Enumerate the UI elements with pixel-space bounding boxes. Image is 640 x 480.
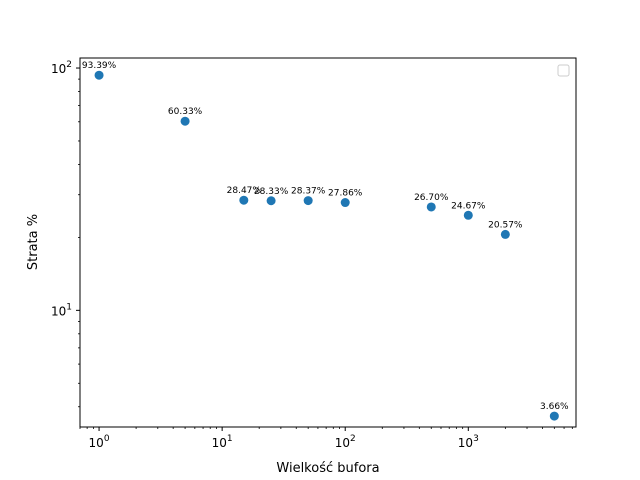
data-point: [94, 70, 104, 80]
data-point: [463, 210, 473, 220]
data-label: 27.86%: [328, 189, 363, 199]
y-tick-label: 102: [51, 60, 72, 76]
points-layer: [94, 70, 559, 421]
y-tick-label: 101: [51, 302, 72, 318]
y-axis-label: Strata %: [26, 214, 41, 270]
data-label: 20.57%: [488, 220, 523, 230]
labels-layer: 93.39% 60.33% 28.47%28.33% 28.37% 27.86% 26.7…: [82, 61, 569, 412]
data-point: [500, 229, 510, 239]
data-label: 28.37%: [291, 187, 326, 197]
data-label: 3.66%: [540, 402, 569, 412]
x-tick-label: 102: [335, 434, 356, 450]
data-label: 26.70%: [414, 193, 449, 203]
data-point: [549, 411, 559, 421]
data-point: [426, 202, 436, 212]
data-label: 93.39%: [82, 61, 117, 71]
ticks-layer: 100 101 102 103 101 102: [51, 60, 573, 450]
data-point: [303, 196, 313, 206]
legend-box: [557, 64, 570, 77]
data-point: [239, 195, 249, 205]
data-label: 60.33%: [168, 107, 203, 117]
data-label: 28.47%: [227, 186, 262, 196]
data-label: 28.33%: [254, 187, 289, 197]
x-tick-label: 103: [458, 434, 479, 450]
data-point: [340, 198, 350, 208]
plot-area-frame: [79, 57, 577, 428]
x-axis-label: Wielkość bufora: [276, 461, 379, 476]
x-tick-label: 101: [212, 434, 233, 450]
data-label: 24.67%: [451, 201, 486, 211]
data-point: [180, 116, 190, 126]
x-tick-label: 100: [89, 434, 110, 450]
data-point: [266, 196, 276, 206]
